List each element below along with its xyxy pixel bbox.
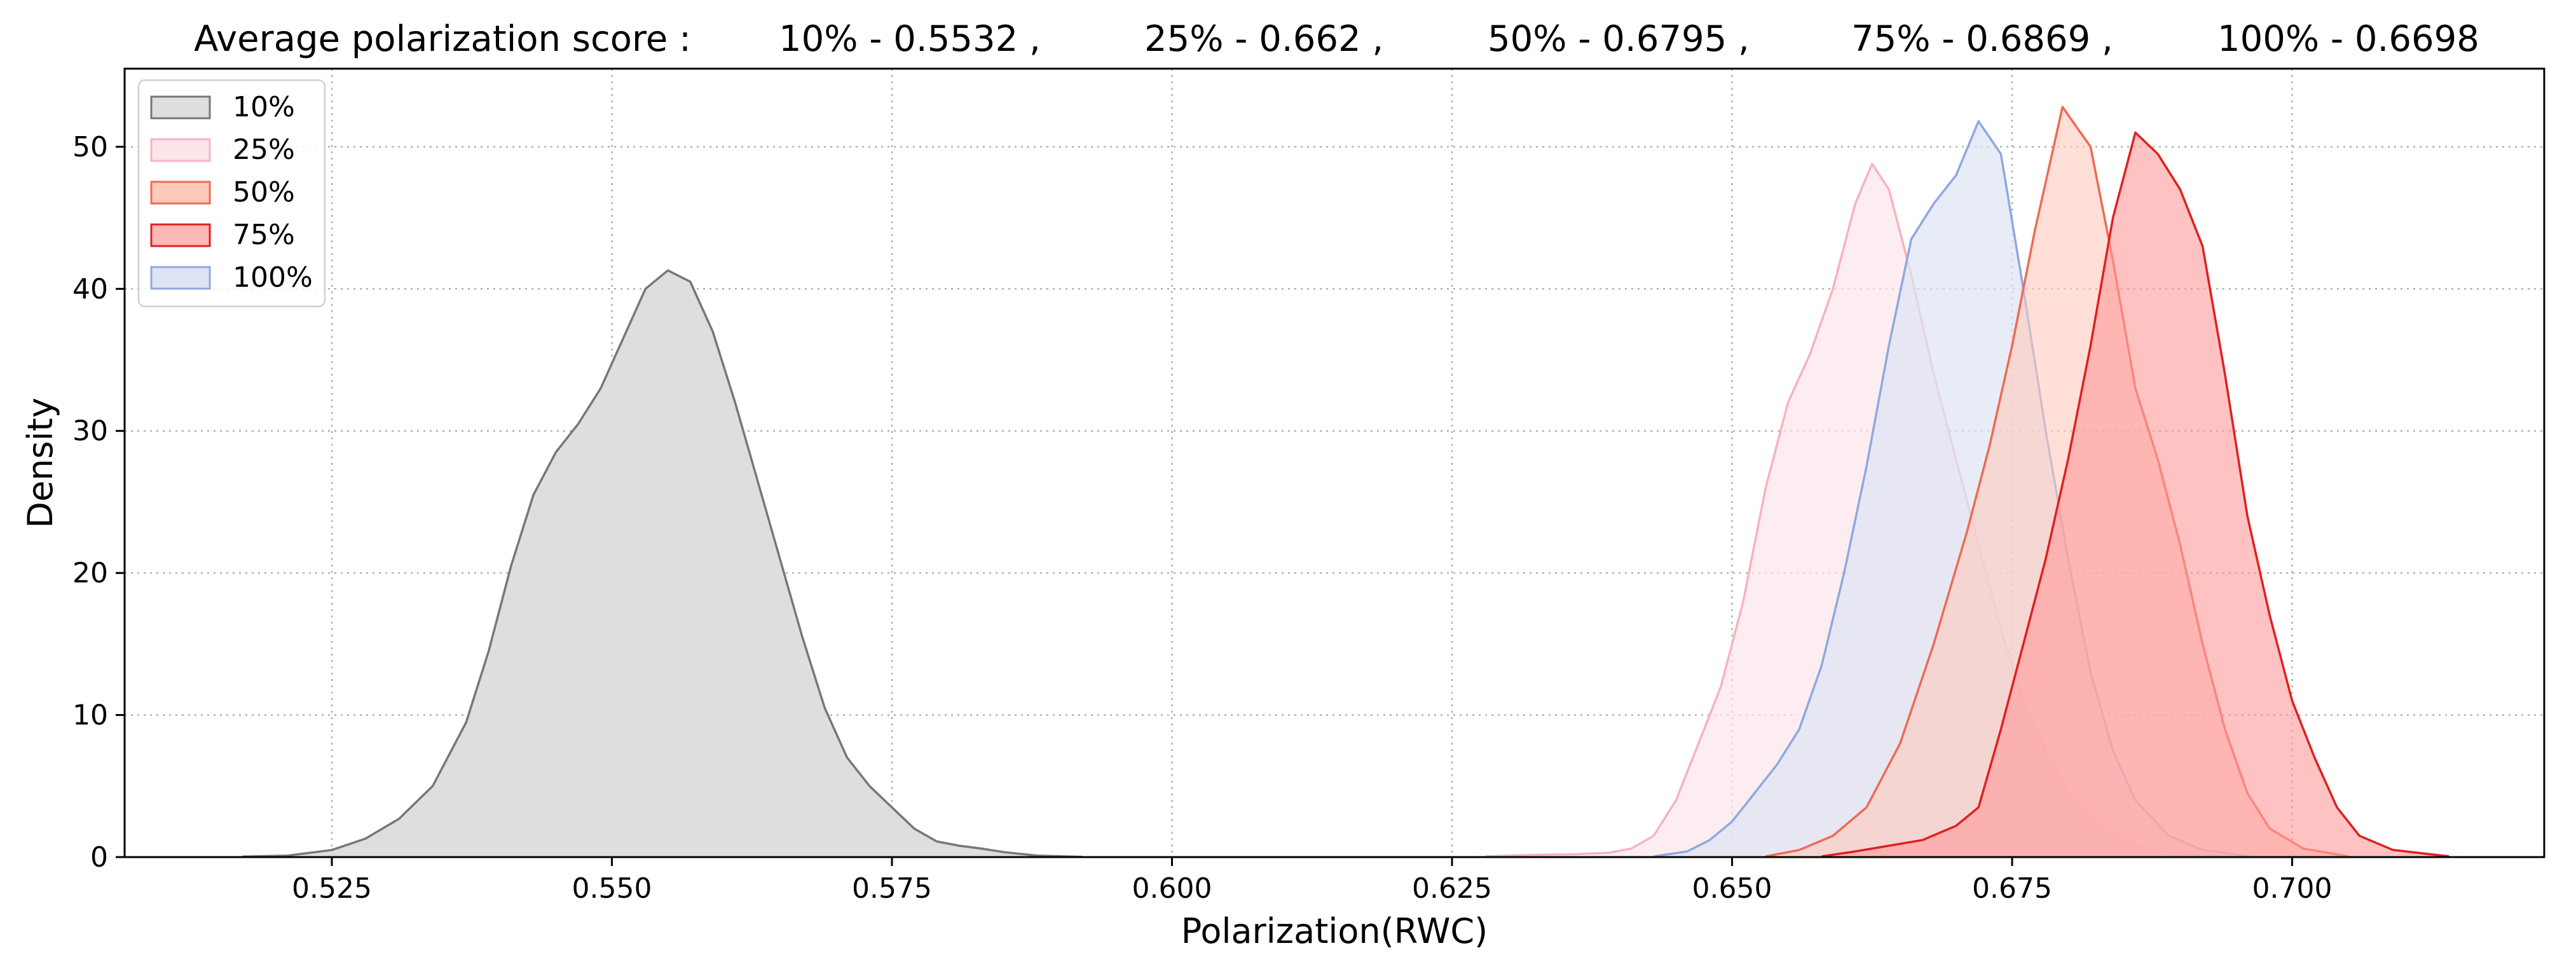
legend-swatch-10: [150, 95, 211, 120]
legend-label-75: 75%: [233, 219, 295, 251]
x-axis-label: Polarization(RWC): [1181, 911, 1488, 951]
plot-frame: [123, 67, 2545, 858]
x-tick-label: 0.625: [1412, 872, 1492, 905]
axis-ticks: 0.525 0.550 0.575 0.600 0.625 0.650 0.675 0.700…: [72, 131, 2333, 905]
y-tick-label: 40: [72, 273, 108, 305]
x-tick-label: 0.575: [852, 872, 932, 905]
legend-label-50: 50%: [233, 176, 295, 209]
x-tick-label: 0.700: [2252, 872, 2333, 905]
y-tick-label: 0: [90, 841, 108, 874]
legend-swatch-75: [150, 223, 211, 247]
density-line-75: [1821, 131, 2449, 858]
y-tick-label: 50: [72, 131, 108, 163]
density-area-25: [1485, 163, 2225, 858]
header-label: Average polarization score :: [194, 18, 691, 60]
density-area-10: [242, 270, 1083, 857]
legend-label-25: 25%: [233, 134, 295, 166]
legend-swatch-50: [150, 181, 211, 205]
legend-label-10: 10%: [233, 91, 295, 123]
density-area-100: [1654, 121, 2248, 858]
header-entry-25: 25% - 0.662 ,: [1144, 18, 1383, 60]
legend-swatch-25: [150, 138, 211, 162]
x-tick-label: 0.550: [572, 872, 652, 905]
header-entry-10: 10% - 0.5532 ,: [779, 18, 1041, 60]
header-entry-100: 100% - 0.6698: [2217, 18, 2479, 60]
density-line-10: [242, 269, 1083, 858]
series-layer: [242, 106, 2449, 858]
x-tick-label: 0.600: [1132, 872, 1212, 905]
y-tick-label: 30: [72, 415, 108, 448]
y-axis-label: Density: [20, 397, 60, 528]
y-tick-label: 10: [72, 699, 108, 732]
legend-box: [137, 79, 326, 308]
header-entry-50: 50% - 0.6795 ,: [1488, 18, 1750, 60]
legend-label-100: 100%: [233, 261, 313, 294]
legend-swatch-100: [150, 266, 211, 290]
x-tick-label: 0.650: [1692, 872, 1772, 905]
legend: 10% 25% 50% 75% 100%: [137, 79, 326, 308]
x-tick-label: 0.525: [292, 872, 372, 905]
x-tick-label: 0.675: [1972, 872, 2052, 905]
chart-header: Average polarization score : 10% - 0.553…: [194, 18, 2479, 60]
header-entry-75: 75% - 0.6869 ,: [1851, 18, 2113, 60]
density-area-75: [1821, 132, 2449, 857]
y-tick-label: 20: [72, 557, 108, 589]
